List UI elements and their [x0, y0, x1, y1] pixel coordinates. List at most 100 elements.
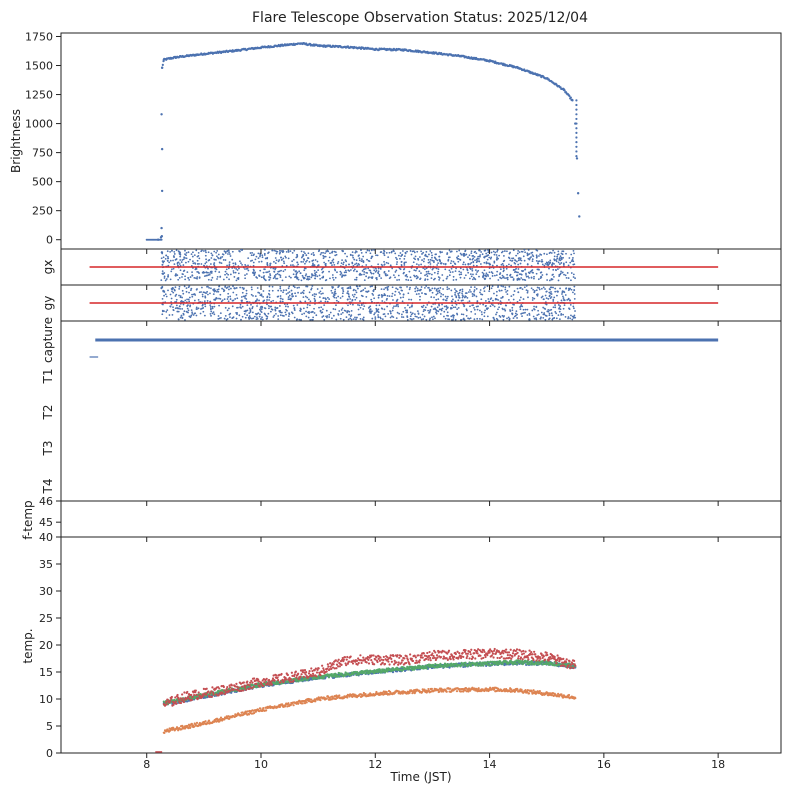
- gx-point: [322, 272, 324, 274]
- gy-point: [202, 296, 204, 298]
- gx-point: [360, 249, 362, 251]
- gy-point: [558, 304, 560, 306]
- temp-point: [189, 727, 191, 729]
- gy-point: [337, 313, 339, 315]
- gy-point: [300, 292, 302, 294]
- gx-point: [205, 251, 207, 253]
- gy-point: [572, 291, 574, 293]
- gy-point: [451, 301, 453, 303]
- gx-point: [558, 280, 560, 282]
- gx-point: [463, 261, 465, 263]
- gy-point: [462, 290, 464, 292]
- gy-point: [326, 310, 328, 312]
- gx-point: [225, 252, 227, 254]
- gx-point: [428, 271, 430, 273]
- gy-point: [279, 288, 281, 290]
- gx-point: [487, 262, 489, 264]
- gy-point: [251, 289, 253, 291]
- gy-point: [553, 296, 555, 298]
- gx-point: [166, 278, 168, 280]
- gx-point: [416, 268, 418, 270]
- gy-point: [501, 290, 503, 292]
- gy-point: [297, 292, 299, 294]
- gy-point: [390, 317, 392, 319]
- gy-point: [470, 286, 472, 288]
- brightness-point: [575, 127, 577, 129]
- gx-point: [536, 250, 538, 252]
- gx-point: [556, 258, 558, 260]
- gy-point: [355, 318, 357, 320]
- temp-point: [456, 690, 458, 692]
- gy-point: [397, 312, 399, 314]
- gy-point: [512, 309, 514, 311]
- gy-point: [436, 310, 438, 312]
- gx-point: [321, 252, 323, 254]
- gy-point: [447, 311, 449, 313]
- gx-point: [188, 279, 190, 281]
- gy-point: [361, 295, 363, 297]
- gx-point: [365, 272, 367, 274]
- gx-point: [434, 257, 436, 259]
- gy-point: [426, 304, 428, 306]
- gx-point: [295, 271, 297, 273]
- gy-point: [161, 313, 163, 315]
- gy-point: [395, 291, 397, 293]
- gx-point: [486, 255, 488, 257]
- gx-point: [174, 253, 176, 255]
- gy-point: [545, 295, 547, 297]
- temp-point: [427, 688, 429, 690]
- gy-point: [490, 297, 492, 299]
- gx-point: [383, 272, 385, 274]
- gx-point: [247, 270, 249, 272]
- gy-point: [519, 299, 521, 301]
- temp-point: [262, 707, 264, 709]
- gy-point: [241, 300, 243, 302]
- gy-point: [279, 286, 281, 288]
- gy-point: [371, 318, 373, 320]
- gx-point: [301, 250, 303, 252]
- gy-point: [247, 310, 249, 312]
- gx-point: [405, 252, 407, 254]
- gy-point: [347, 299, 349, 301]
- gy-point: [496, 291, 498, 293]
- gy-point: [210, 306, 212, 308]
- gx-point: [177, 265, 179, 267]
- gy-point: [555, 312, 557, 314]
- gy-point: [556, 291, 558, 293]
- gx-point: [288, 251, 290, 253]
- gy-point: [417, 290, 419, 292]
- y-tick-label: 30: [39, 585, 53, 598]
- gy-point: [466, 292, 468, 294]
- gx-point: [413, 261, 415, 263]
- gx-point: [341, 262, 343, 264]
- gy-point: [280, 290, 282, 292]
- gy-point: [535, 306, 537, 308]
- gy-point: [476, 318, 478, 320]
- gy-point: [180, 296, 182, 298]
- gy-point: [436, 290, 438, 292]
- gy-point: [242, 316, 244, 318]
- gx-point: [424, 268, 426, 270]
- gx-point: [354, 252, 356, 254]
- gy-point: [419, 296, 421, 298]
- gy-point: [520, 287, 522, 289]
- gy-point: [408, 299, 410, 301]
- gx-point: [281, 259, 283, 261]
- gx-point: [224, 250, 226, 252]
- gx-point: [182, 264, 184, 266]
- gy-point: [397, 306, 399, 308]
- gx-point: [573, 252, 575, 254]
- gx-point: [332, 277, 334, 279]
- brightness-point: [575, 132, 577, 134]
- gy-point: [551, 296, 553, 298]
- gx-point: [317, 261, 319, 263]
- gx-point: [572, 264, 574, 266]
- gx-point: [394, 276, 396, 278]
- gy-point: [165, 311, 167, 313]
- gx-point: [548, 268, 550, 270]
- gx-point: [498, 255, 500, 257]
- gx-point: [230, 274, 232, 276]
- gx-point: [405, 275, 407, 277]
- gy-point: [409, 287, 411, 289]
- gy-point: [228, 314, 230, 316]
